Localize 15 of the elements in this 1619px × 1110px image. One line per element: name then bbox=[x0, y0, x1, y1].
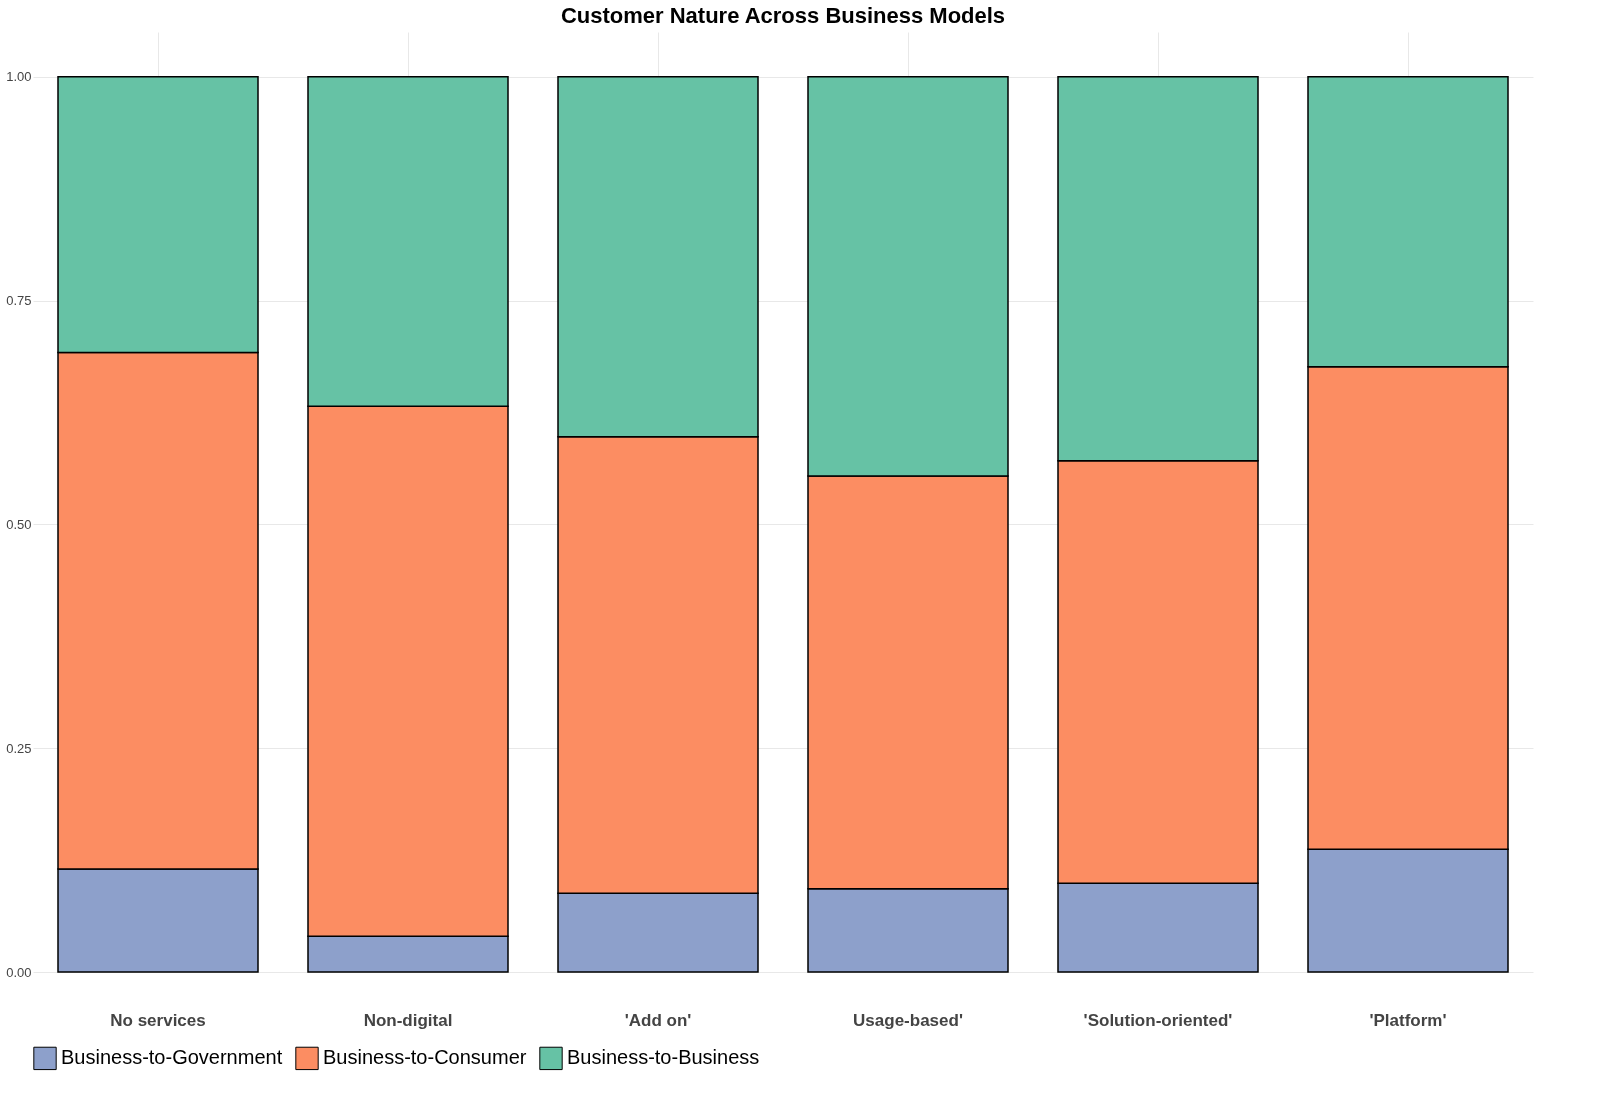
x-tick-label: 'Add on' bbox=[624, 1010, 692, 1030]
y-tick-label: 0.50 bbox=[6, 516, 32, 532]
y-tick-label: 0.00 bbox=[6, 964, 32, 980]
y-tick-label: 0.25 bbox=[6, 740, 32, 756]
legend-label: Business-to-Government bbox=[61, 1046, 283, 1069]
x-tick-label: 'Platform' bbox=[1369, 1010, 1447, 1030]
legend-label: Business-to-Consumer bbox=[323, 1046, 527, 1069]
chart-title: Customer Nature Across Business Models bbox=[560, 3, 1006, 28]
x-tick-label: Usage-based' bbox=[853, 1010, 963, 1030]
x-tick-label: 'Solution-oriented' bbox=[1083, 1010, 1233, 1030]
x-tick-label: Non-digital bbox=[363, 1010, 453, 1030]
y-tick-label: 0.75 bbox=[6, 293, 32, 309]
y-tick-label: 1.00 bbox=[6, 69, 32, 85]
x-tick-label: No services bbox=[110, 1010, 206, 1030]
legend-label: Business-to-Business bbox=[567, 1046, 760, 1069]
